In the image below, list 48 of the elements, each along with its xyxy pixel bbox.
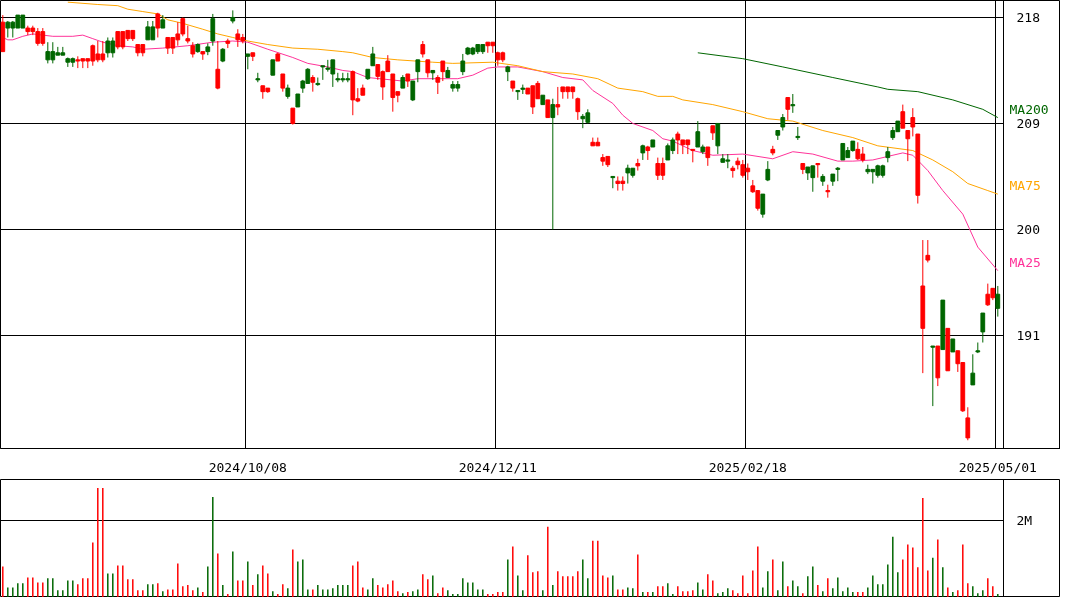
x-tick-label: 2025/05/01 — [958, 459, 1037, 475]
candlestick — [555, 86, 561, 116]
y-tick-label: 2M — [1016, 512, 1033, 528]
candlestick — [705, 146, 711, 167]
candlestick — [105, 36, 111, 58]
candlestick — [210, 13, 216, 47]
candlestick — [145, 20, 151, 41]
y-tick-label: 218 — [1016, 9, 1040, 25]
candlestick — [715, 122, 721, 155]
candlestick — [905, 130, 911, 162]
candlestick — [440, 60, 446, 82]
x-tick-label: 2024/12/11 — [458, 459, 537, 475]
candlestick — [435, 74, 441, 95]
candlestick — [930, 345, 936, 407]
candlestick — [910, 107, 916, 137]
candlestick — [215, 40, 221, 90]
candlestick — [550, 98, 556, 230]
candlestick — [980, 312, 986, 344]
candlestick — [815, 162, 821, 179]
candlestick — [760, 193, 766, 219]
line-series — [697, 52, 999, 119]
x-tick-label: 2025/02/18 — [708, 459, 787, 475]
candlestick — [45, 41, 51, 64]
x-tick-label: 2024/10/08 — [208, 459, 287, 475]
line-series — [67, 1, 999, 195]
candlestick — [390, 73, 396, 113]
series-label: MA25 — [1009, 254, 1041, 270]
series-label: MA200 — [1009, 101, 1049, 117]
candlestick — [415, 59, 421, 83]
candlestick — [790, 93, 796, 114]
candlestick — [995, 285, 1001, 318]
y-tick-label: 191 — [1016, 327, 1040, 343]
y-tick-label: 209 — [1016, 115, 1040, 131]
candlestick — [460, 53, 466, 76]
candlestick — [925, 239, 931, 263]
series-label: MA75 — [1009, 178, 1041, 194]
candlestick — [985, 283, 991, 307]
candlestick — [625, 164, 631, 185]
y-tick-label: 200 — [1016, 221, 1040, 237]
candlestick — [370, 46, 376, 67]
candlestick — [695, 120, 701, 148]
candlestick — [970, 353, 976, 386]
candlestick — [655, 157, 661, 181]
candlestick — [900, 104, 906, 129]
candlestick — [155, 12, 161, 38]
candlestick — [965, 406, 971, 441]
candlestick — [785, 97, 791, 121]
candlestick — [675, 131, 681, 155]
